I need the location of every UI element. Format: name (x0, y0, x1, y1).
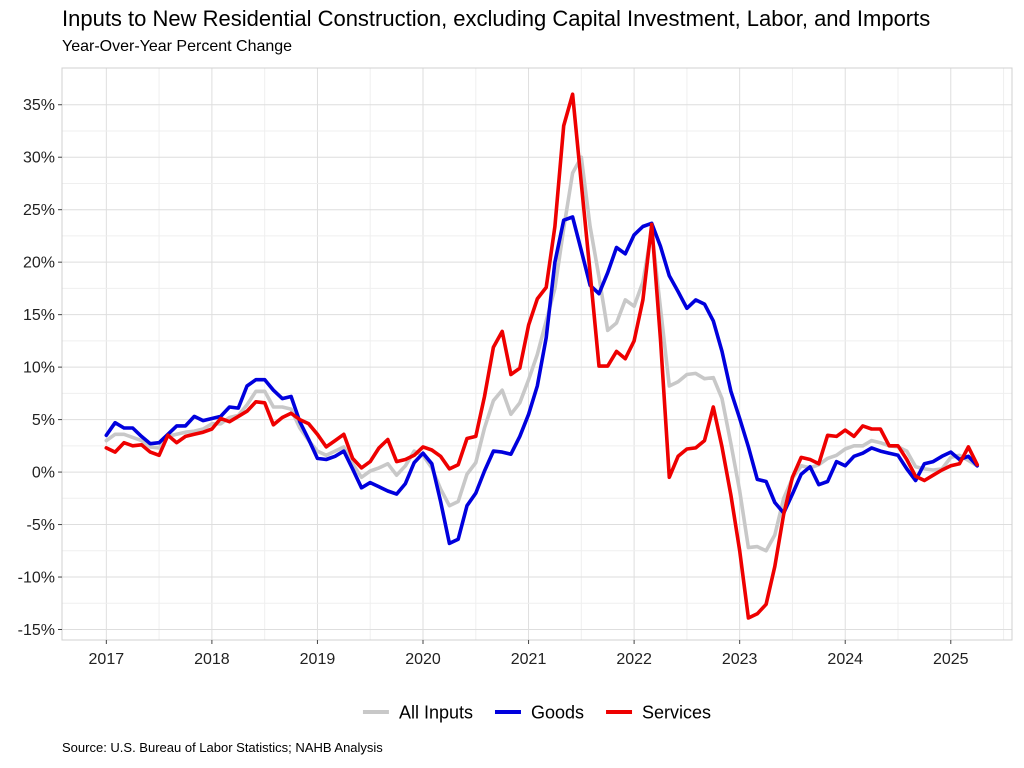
y-tick-label: -5% (27, 517, 55, 534)
x-tick-label: 2025 (933, 651, 969, 668)
x-tick-label: 2018 (194, 651, 230, 668)
legend: All Inputs Goods Services (362, 703, 711, 723)
plot-border (61, 67, 1013, 641)
legend-label-all-inputs: All Inputs (399, 703, 473, 723)
y-tick-label: 25% (23, 202, 55, 219)
series-line-all-inputs (104, 155, 980, 553)
chart-title: Inputs to New Residential Construction, … (62, 6, 931, 31)
axis-ticks: -15% -10% -5% 0% 5% 10% 15% 20% 25% 30% 35% 2017 201… (18, 97, 969, 668)
legend-label-goods: Goods (531, 703, 584, 723)
x-tick-label: 2022 (616, 651, 652, 668)
y-tick-label: 5% (32, 412, 55, 429)
y-tick-label: 10% (23, 360, 55, 377)
y-tick-label: -15% (18, 622, 55, 639)
legend-label-services: Services (642, 703, 711, 723)
x-tick-label: 2020 (405, 651, 441, 668)
series-line-goods (104, 215, 980, 546)
y-tick-label: 15% (23, 307, 55, 324)
x-tick-label: 2023 (722, 651, 758, 668)
x-tick-label: 2017 (89, 651, 125, 668)
series-lines (104, 92, 980, 620)
x-tick-label: 2024 (827, 651, 863, 668)
y-tick-label: 30% (23, 150, 55, 167)
series-line-services (104, 92, 980, 620)
x-tick-label: 2019 (300, 651, 336, 668)
chart-source: Source: U.S. Bureau of Labor Statistics;… (62, 740, 383, 755)
x-tick-label: 2021 (511, 651, 547, 668)
y-tick-label: 0% (32, 465, 55, 482)
y-tick-label: 20% (23, 255, 55, 272)
y-tick-label: 35% (23, 97, 55, 114)
chart-subtitle: Year-Over-Year Percent Change (62, 38, 293, 55)
y-tick-label: -10% (18, 570, 55, 587)
